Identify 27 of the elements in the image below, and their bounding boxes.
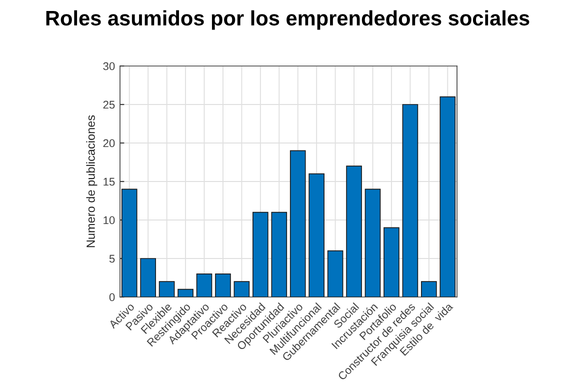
bar xyxy=(196,273,212,297)
bar xyxy=(271,212,288,297)
y-tick-label: 25 xyxy=(103,100,115,109)
bar xyxy=(121,188,138,297)
bar xyxy=(384,227,400,297)
y-tick-label: 0 xyxy=(109,293,115,302)
bar xyxy=(234,281,250,297)
y-tick-label: 10 xyxy=(104,216,115,224)
chart-title: Roles asumidos por los emprendedores sociales xyxy=(46,10,530,30)
y-tick-label: 5 xyxy=(109,254,115,263)
bar xyxy=(440,96,456,297)
bar xyxy=(158,281,175,297)
bar xyxy=(327,250,344,297)
bar xyxy=(252,212,268,297)
bar xyxy=(346,166,362,297)
y-tick-label: 20 xyxy=(103,139,115,148)
y-tick-label: 15 xyxy=(104,178,115,186)
bar xyxy=(215,273,231,297)
bar xyxy=(364,188,381,297)
bar xyxy=(178,288,194,297)
bar xyxy=(308,173,324,297)
y-axis-title: Numero de publicaciones xyxy=(86,115,98,248)
bar xyxy=(402,104,418,297)
bar xyxy=(140,258,156,297)
bar xyxy=(290,150,306,297)
bar xyxy=(421,281,437,297)
y-tick-label: 30 xyxy=(103,62,115,70)
